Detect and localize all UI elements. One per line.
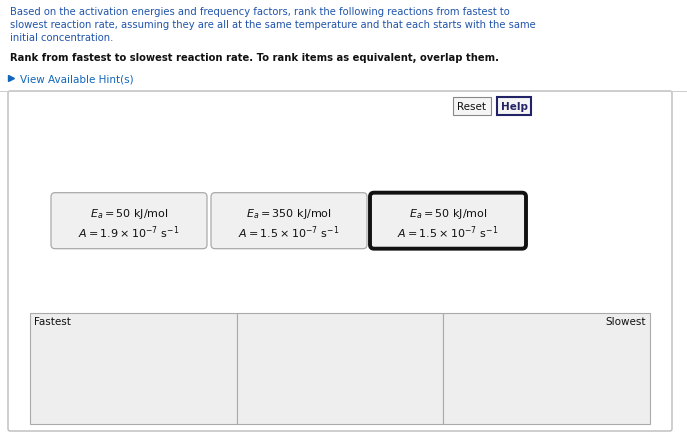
Text: $A = 1.5 \times 10^{-7}\ \mathrm{s}^{-1}$: $A = 1.5 \times 10^{-7}\ \mathrm{s}^{-1}… xyxy=(238,224,340,240)
Text: $E_a = 350\ \mathrm{kJ/mol}$: $E_a = 350\ \mathrm{kJ/mol}$ xyxy=(246,206,332,220)
Text: View Available Hint(s): View Available Hint(s) xyxy=(20,74,134,84)
Text: $A = 1.5 \times 10^{-7}\ \mathrm{s}^{-1}$: $A = 1.5 \times 10^{-7}\ \mathrm{s}^{-1}… xyxy=(397,224,499,240)
Text: $E_a = 50\ \mathrm{kJ/mol}$: $E_a = 50\ \mathrm{kJ/mol}$ xyxy=(409,206,487,220)
Bar xyxy=(443,313,650,424)
Bar xyxy=(236,313,443,424)
FancyBboxPatch shape xyxy=(51,193,207,249)
Bar xyxy=(453,98,491,116)
Text: Rank from fastest to slowest reaction rate. To rank items as equivalent, overlap: Rank from fastest to slowest reaction ra… xyxy=(10,53,499,63)
Bar xyxy=(30,313,236,424)
FancyBboxPatch shape xyxy=(8,92,672,431)
Text: Reset: Reset xyxy=(458,102,486,112)
FancyBboxPatch shape xyxy=(211,193,367,249)
Text: Fastest: Fastest xyxy=(34,316,71,326)
Text: $E_a = 50\ \mathrm{kJ/mol}$: $E_a = 50\ \mathrm{kJ/mol}$ xyxy=(89,206,168,220)
Text: Based on the activation energies and frequency factors, rank the following react: Based on the activation energies and fre… xyxy=(10,7,510,17)
Text: Slowest: Slowest xyxy=(605,316,646,326)
Text: Help: Help xyxy=(501,102,528,112)
FancyBboxPatch shape xyxy=(370,193,526,249)
Text: slowest reaction rate, assuming they are all at the same temperature and that ea: slowest reaction rate, assuming they are… xyxy=(10,20,536,30)
Text: $A = 1.9 \times 10^{-7}\ \mathrm{s}^{-1}$: $A = 1.9 \times 10^{-7}\ \mathrm{s}^{-1}… xyxy=(78,224,180,240)
Text: initial concentration.: initial concentration. xyxy=(10,33,113,43)
Bar xyxy=(497,98,531,116)
